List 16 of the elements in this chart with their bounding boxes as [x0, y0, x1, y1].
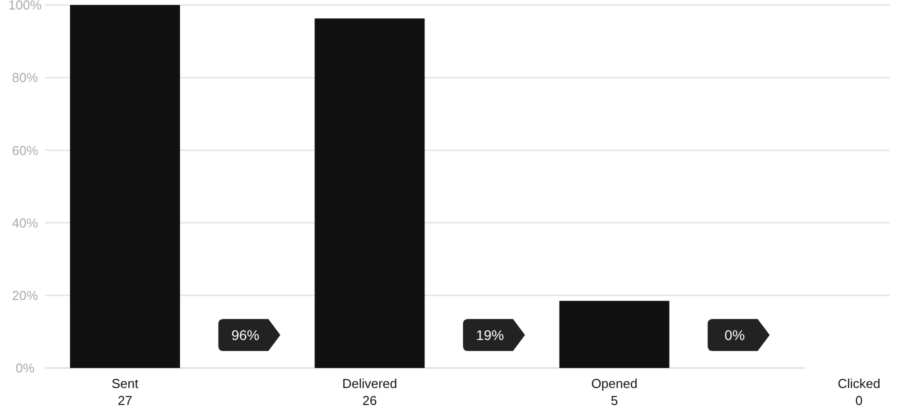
- y-tick-label: 60%: [12, 142, 38, 158]
- annotation: 0%: [724, 326, 745, 343]
- x-tick-label: Delivered 26: [342, 376, 398, 408]
- y-tick-label: 0%: [16, 360, 35, 376]
- bar: [559, 300, 670, 368]
- annotation: 96%: [231, 326, 260, 343]
- y-tick-label: 40%: [12, 215, 38, 230]
- bar: [70, 5, 180, 368]
- y-tick-label: 100%: [8, 0, 42, 13]
- bar: [314, 18, 425, 368]
- x-tick-label: Sent 27: [112, 376, 139, 408]
- y-tick-label: 80%: [12, 70, 38, 86]
- x-tick-label: Clicked 0: [838, 376, 880, 408]
- x-tick-label: Opened 5: [591, 376, 638, 408]
- annotation: 19%: [476, 326, 504, 343]
- y-tick-label: 20%: [12, 288, 38, 303]
